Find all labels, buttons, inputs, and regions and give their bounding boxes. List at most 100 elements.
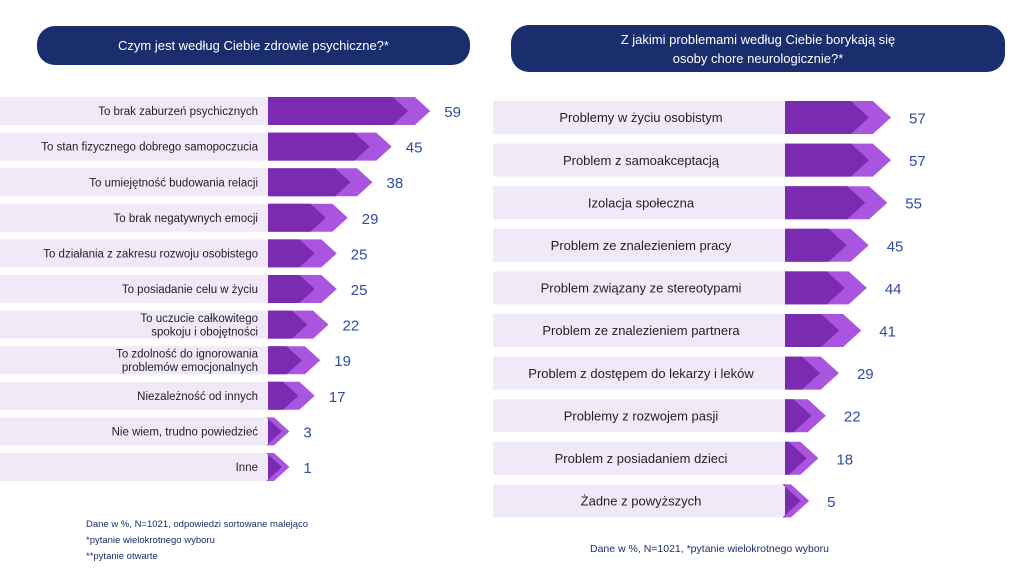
right-row-bg-4 xyxy=(493,271,785,305)
right-bar-6 xyxy=(785,356,839,390)
right-bar-2 xyxy=(785,186,888,220)
left-note-2: *pytanie wielokrotnego wyboru xyxy=(86,535,215,546)
right-value-label-3: 45 xyxy=(887,238,904,255)
right-category-label-9: Żadne z powyższych xyxy=(581,494,702,509)
left-value-label-8: 17 xyxy=(329,389,346,406)
right-category-label-6: Problem z dostępem do lekarzy i leków xyxy=(528,366,754,381)
right-category-label-5: Problem ze znalezieniem partnera xyxy=(542,323,740,338)
left-row-bg-2 xyxy=(0,168,268,197)
left-bar-dark-8 xyxy=(268,381,299,410)
right-row-bg-2 xyxy=(493,186,785,220)
left-bar-dark-4 xyxy=(268,239,315,268)
left-notes: Dane w %, N=1021, odpowiedzi sortowane m… xyxy=(86,518,308,563)
left-category-label-6: To uczucie całkowitego spokoju i obojętno… xyxy=(140,313,258,338)
left-bar-9 xyxy=(266,417,290,446)
right-bar-dark-6 xyxy=(785,356,821,390)
right-bar-5 xyxy=(785,314,862,347)
left-bar-10 xyxy=(266,453,290,481)
right-bar-dark-3 xyxy=(785,228,847,262)
left-value-label-1: 45 xyxy=(406,140,423,157)
left-category-label-1: To stan fizycznego dobrego samopoczucia xyxy=(41,142,258,154)
left-value-label-2: 38 xyxy=(387,175,404,192)
right-category-label-4: Problem związany ze stereotypami xyxy=(541,281,742,296)
right-chart-title: Z jakimi problemami według Ciebie boryka… xyxy=(511,25,1005,72)
right-title-line-2: osoby chore neurologicznie?* xyxy=(672,50,844,66)
right-bar-dark-8 xyxy=(785,441,807,475)
left-bar-7 xyxy=(268,346,321,375)
left-value-label-6: 22 xyxy=(343,318,360,335)
right-value-label-8: 18 xyxy=(836,451,853,468)
right-row-bg-5 xyxy=(493,314,785,347)
left-bar-dark-7 xyxy=(268,346,302,375)
right-value-label-9: 5 xyxy=(827,494,835,511)
left-bar-dark-2 xyxy=(268,168,351,197)
right-note: Dane w %, N=1021, *pytanie wielokrotnego… xyxy=(590,543,830,555)
right-bar-dark-4 xyxy=(785,271,845,305)
left-bar-6 xyxy=(268,310,329,339)
left-row-bg-4 xyxy=(0,239,268,268)
left-category-label-8: Niezależność od innych xyxy=(137,391,258,403)
left-bar-8 xyxy=(268,381,315,410)
left-category-label-5: To posiadanie celu w życiu xyxy=(122,284,258,296)
left-value-label-5: 25 xyxy=(351,282,368,299)
left-bar-2 xyxy=(268,168,373,197)
left-bar-dark-9 xyxy=(266,417,282,446)
right-category-label-7: Problemy z rozwojem pasji xyxy=(564,408,719,423)
right-category-label-3: Problem ze znalezieniem pracy xyxy=(551,238,732,253)
right-value-label-2: 55 xyxy=(905,196,922,213)
right-value-label-0: 57 xyxy=(909,111,926,128)
right-row-bg-1 xyxy=(493,143,785,177)
right-row-bg-7 xyxy=(493,399,785,433)
right-category-label-2: Izolacja społeczna xyxy=(588,195,695,210)
left-category-label-10: Inne xyxy=(236,462,258,474)
left-bar-dark-6 xyxy=(268,310,308,339)
right-row-bg-6 xyxy=(493,356,785,390)
left-value-label-3: 29 xyxy=(362,211,379,228)
right-category-label-0: Problemy w życiu osobistym xyxy=(559,110,722,125)
left-note-1: Dane w %, N=1021, odpowiedzi sortowane m… xyxy=(86,519,309,530)
left-bar-5 xyxy=(268,275,337,303)
right-bar-9 xyxy=(782,484,810,518)
right-bar-8 xyxy=(785,441,819,475)
right-chart-title-text: Z jakimi problemami według Ciebie boryka… xyxy=(621,30,896,68)
left-category-label-0: To brak zaburzeń psychicznych xyxy=(98,106,258,118)
right-value-label-1: 57 xyxy=(909,153,926,170)
left-value-label-10: 1 xyxy=(303,460,311,477)
right-value-label-7: 22 xyxy=(844,409,861,426)
left-row-bg-3 xyxy=(0,203,268,232)
right-row-bg-0 xyxy=(493,101,785,134)
left-bar-1 xyxy=(268,132,392,161)
right-bar-dark-9 xyxy=(782,484,801,518)
left-category-label-3: To brak negatywnych emocji xyxy=(114,213,258,225)
left-bar-dark-3 xyxy=(268,203,326,232)
left-value-label-7: 19 xyxy=(334,353,351,370)
right-bar-1 xyxy=(785,143,892,177)
right-bar-dark-7 xyxy=(785,399,812,433)
right-row-bg-9 xyxy=(493,484,785,518)
right-category-label-1: Problem z samoakceptacją xyxy=(563,153,720,168)
left-bar-dark-10 xyxy=(266,453,282,481)
right-bar-3 xyxy=(785,228,869,262)
right-bar-dark-5 xyxy=(785,314,840,347)
left-row-bg-7 xyxy=(0,346,268,375)
left-category-label-9: Nie wiem, trudno powiedzieć xyxy=(112,427,259,439)
right-bar-dark-0 xyxy=(785,101,870,134)
left-category-label-7: To zdolność do ignorowania problemów emoc… xyxy=(116,349,259,374)
left-bar-dark-5 xyxy=(268,275,315,303)
left-chart-title: Czym jest według Ciebie zdrowie psychicz… xyxy=(37,26,470,65)
left-bar-0 xyxy=(268,97,431,125)
right-bar-4 xyxy=(785,271,867,305)
left-bar-3 xyxy=(268,203,348,232)
right-row-bg-3 xyxy=(493,228,785,262)
left-chart-title-text: Czym jest według Ciebie zdrowie psychicz… xyxy=(118,38,389,53)
left-category-label-4: To działania z zakresu rozwoju osobisteg… xyxy=(43,249,258,261)
right-value-label-6: 29 xyxy=(857,366,874,383)
right-bar-7 xyxy=(785,399,826,433)
right-bar-0 xyxy=(785,101,892,134)
left-value-label-0: 59 xyxy=(444,104,461,121)
left-row-bg-1 xyxy=(0,132,268,161)
left-category-label-2: To umiejętność budowania relacji xyxy=(89,177,258,189)
left-row-bg-8 xyxy=(0,381,268,410)
left-row-bg-10 xyxy=(0,453,268,481)
